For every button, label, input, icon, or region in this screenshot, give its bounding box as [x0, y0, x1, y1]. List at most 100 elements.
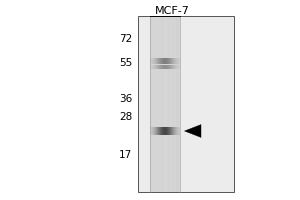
Bar: [163, 65, 164, 69]
Bar: [157, 16, 158, 192]
Bar: [162, 127, 163, 135]
Bar: [157, 127, 158, 135]
Bar: [161, 65, 162, 69]
Bar: [156, 58, 157, 64]
Bar: [163, 127, 164, 135]
Bar: [174, 58, 175, 64]
Bar: [166, 65, 167, 69]
Bar: [164, 127, 165, 135]
Bar: [161, 127, 162, 135]
Bar: [156, 16, 157, 192]
Text: 28: 28: [119, 112, 132, 122]
Bar: [157, 65, 158, 69]
Bar: [151, 65, 152, 69]
Bar: [169, 58, 170, 64]
Bar: [176, 127, 177, 135]
Polygon shape: [184, 125, 201, 137]
Bar: [163, 16, 164, 192]
Text: 72: 72: [119, 34, 132, 44]
Bar: [153, 58, 154, 64]
Bar: [169, 65, 170, 69]
Bar: [170, 16, 171, 192]
Bar: [150, 127, 151, 135]
Bar: [161, 16, 162, 192]
Bar: [167, 16, 168, 192]
Bar: [169, 16, 170, 192]
Bar: [152, 65, 153, 69]
Bar: [160, 58, 161, 64]
Bar: [173, 127, 174, 135]
Bar: [169, 127, 170, 135]
Bar: [177, 127, 178, 135]
Bar: [168, 65, 169, 69]
Bar: [165, 16, 166, 192]
Bar: [173, 65, 174, 69]
Bar: [171, 58, 172, 64]
Bar: [154, 58, 155, 64]
Bar: [154, 58, 155, 64]
Bar: [176, 65, 177, 69]
Bar: [178, 127, 179, 135]
Text: MCF-7: MCF-7: [155, 6, 190, 16]
Bar: [154, 127, 155, 135]
Bar: [156, 16, 157, 192]
Bar: [154, 65, 155, 69]
Bar: [172, 16, 173, 192]
Bar: [171, 127, 172, 135]
Bar: [151, 127, 152, 135]
Bar: [152, 16, 153, 192]
Bar: [153, 127, 154, 135]
Bar: [159, 127, 160, 135]
Bar: [172, 65, 173, 69]
Bar: [163, 16, 164, 192]
Bar: [162, 16, 163, 192]
Bar: [150, 65, 151, 69]
Bar: [170, 127, 171, 135]
Bar: [158, 16, 159, 192]
Bar: [178, 16, 179, 192]
Bar: [154, 65, 155, 69]
Bar: [158, 127, 159, 135]
Bar: [159, 58, 160, 64]
Text: 55: 55: [119, 58, 132, 68]
Bar: [169, 16, 170, 192]
Bar: [177, 65, 178, 69]
Bar: [162, 65, 163, 69]
Bar: [158, 16, 159, 192]
Bar: [176, 58, 177, 64]
Bar: [176, 16, 177, 192]
Bar: [165, 16, 166, 192]
Bar: [179, 58, 180, 64]
Bar: [161, 58, 162, 64]
Bar: [138, 16, 234, 192]
Bar: [168, 58, 169, 64]
Bar: [155, 58, 156, 64]
Bar: [169, 16, 170, 192]
Bar: [165, 127, 166, 135]
Bar: [168, 127, 169, 135]
Bar: [158, 65, 159, 69]
Bar: [154, 127, 155, 135]
Bar: [155, 65, 156, 69]
Bar: [165, 58, 166, 64]
Bar: [166, 127, 167, 135]
Bar: [165, 65, 166, 69]
Bar: [173, 58, 174, 64]
Bar: [172, 58, 173, 64]
Bar: [150, 58, 151, 64]
Bar: [177, 16, 178, 192]
Bar: [170, 58, 171, 64]
Text: 17: 17: [119, 150, 132, 160]
Bar: [178, 58, 179, 64]
Bar: [162, 58, 163, 64]
Bar: [155, 16, 156, 192]
Bar: [164, 65, 165, 69]
Bar: [159, 65, 160, 69]
Bar: [152, 58, 153, 64]
Bar: [174, 65, 175, 69]
Bar: [156, 127, 157, 135]
Bar: [167, 58, 168, 64]
Bar: [150, 16, 180, 192]
Bar: [179, 127, 180, 135]
Bar: [156, 65, 157, 69]
